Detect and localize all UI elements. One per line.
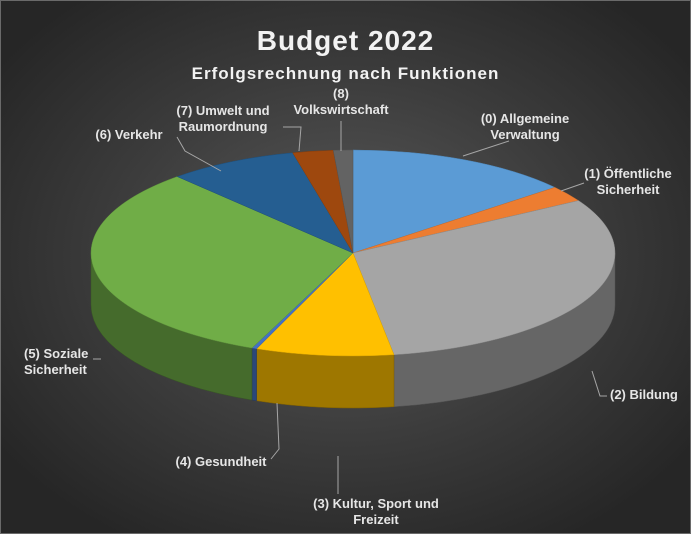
slice-label-kultur-sport-und-freizeit: (3) Kultur, Sport und Freizeit (313, 496, 439, 527)
leader-line-bildung (591, 370, 607, 397)
slice-label-line: Verwaltung (490, 127, 559, 142)
pie-slice-soziale-sicherheit (90, 176, 354, 349)
chart-title: Budget 2022 (256, 25, 435, 56)
pie-side-kultur-sport-und-freizeit (256, 348, 395, 409)
slice-label-line: (1) Öffentliche (584, 166, 671, 181)
pie-tops (90, 149, 616, 357)
slice-label-soziale-sicherheit: (5) Soziale Sicherheit (24, 346, 88, 377)
slice-label-volkswirtschaft: (8) Volkswirtschaft (293, 86, 389, 117)
slice-label-line: (7) Umwelt und (176, 103, 269, 118)
slice-label-line: (2) Bildung (610, 387, 678, 402)
pie-slice-volkswirtschaft (332, 149, 354, 254)
slice-label-line: Volkswirtschaft (293, 102, 389, 117)
slice-label-oeffentliche-sicherheit: (1) Öffentliche Sicherheit (584, 166, 671, 197)
slice-label-umwelt-und-raumordnung: (7) Umwelt und Raumordnung (176, 103, 269, 134)
leader-line-allgemeine-verwaltung (462, 140, 510, 157)
leader-line-oeffentliche-sicherheit (560, 182, 585, 192)
leader-line-gesundheit (270, 402, 280, 460)
pie-slice-verkehr (176, 152, 354, 254)
slice-label-line: (8) (333, 86, 349, 101)
pie-slice-bildung (352, 200, 616, 355)
slice-label-verkehr: (6) Verkehr (95, 127, 162, 142)
slice-label-line: (0) Allgemeine (481, 111, 569, 126)
chart-subtitle: Erfolgsrechnung nach Funktionen (191, 64, 500, 83)
slice-label-bildung: (2) Bildung (610, 387, 678, 402)
slice-label-line: Sicherheit (597, 182, 661, 197)
leader-line-verkehr (176, 136, 222, 172)
pie-labels: (0) Allgemeine Verwaltung(1) Öffentliche S… (24, 86, 678, 527)
leader-line-umwelt-und-raumordnung (283, 126, 302, 152)
slice-label-line: (5) Soziale (24, 346, 88, 361)
slice-label-allgemeine-verwaltung: (0) Allgemeine Verwaltung (481, 111, 569, 142)
pie-slice-allgemeine-verwaltung (352, 149, 556, 254)
slice-label-line: Sicherheit (24, 362, 88, 377)
slice-label-line: (3) Kultur, Sport und (313, 496, 439, 511)
slice-label-line: (4) Gesundheit (175, 454, 267, 469)
slice-label-line: (6) Verkehr (95, 127, 162, 142)
slice-label-line: Raumordnung (179, 119, 268, 134)
pie-side-gesundheit (251, 347, 257, 402)
pie-slice-kultur-sport-und-freizeit (256, 252, 395, 357)
slice-label-line: Freizeit (353, 512, 399, 527)
slice-label-gesundheit: (4) Gesundheit (175, 454, 267, 469)
